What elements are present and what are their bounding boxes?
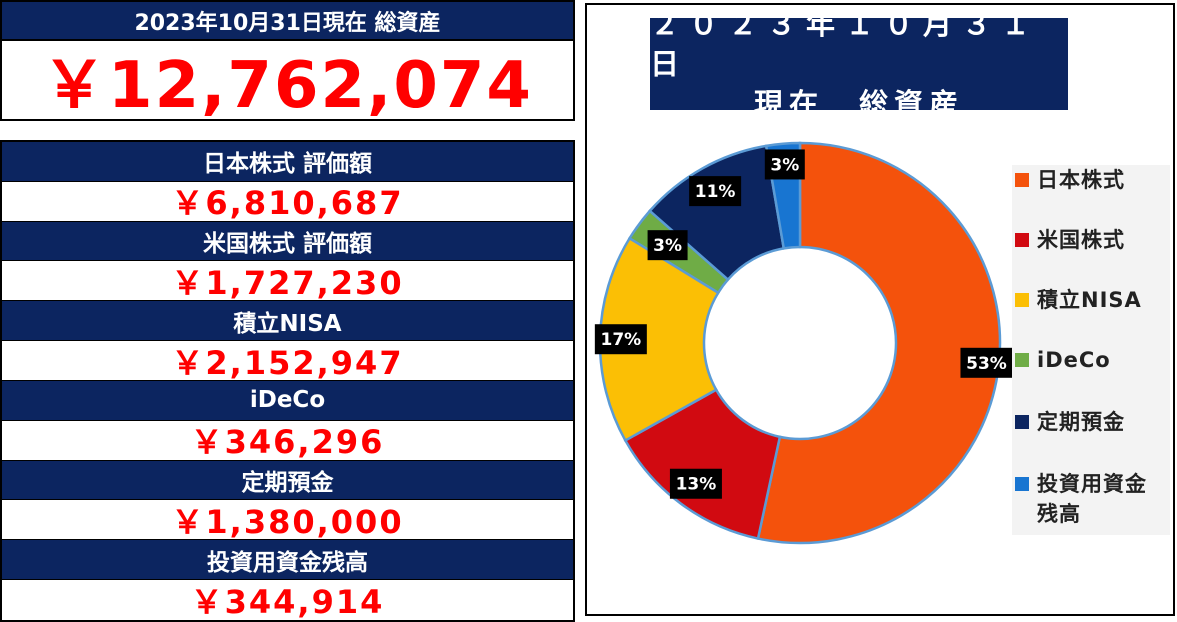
legend-item-nisa: 積立NISA xyxy=(1012,285,1162,315)
data-label-text-investment-cash: 3% xyxy=(770,155,799,175)
asset-value-investment-cash: ￥344,914 xyxy=(2,580,573,621)
asset-value-ideco: ￥346,296 xyxy=(2,420,573,461)
asset-label-us-stock: 米国株式 評価額 xyxy=(2,221,573,262)
data-label-japan-stock: 53% xyxy=(960,347,1013,378)
chart-title: ２０２３年１０月３１日 現在 総資産 xyxy=(650,7,1068,121)
data-label-investment-cash: 3% xyxy=(764,149,805,180)
asset-label-nisa: 積立NISA xyxy=(2,301,573,342)
chart-title-line1: ２０２３年１０月３１日 xyxy=(650,7,1041,81)
total-assets-box: 2023年10月31日現在 総資産 ￥12,762,074 xyxy=(0,0,575,123)
legend-swatch-ideco xyxy=(1015,353,1029,367)
data-label-box-ideco xyxy=(647,230,688,261)
legend-item-investment-cash: 投資用資金残高 xyxy=(1012,469,1162,529)
data-label-box-time-deposit xyxy=(689,176,742,207)
legend-item-ideco: iDeCo xyxy=(1012,345,1162,375)
data-label-us-stock: 13% xyxy=(669,468,722,499)
asset-value-nisa: ￥2,152,947 xyxy=(2,341,573,382)
legend-swatch-time-deposit xyxy=(1015,415,1029,429)
donut-chart: 53% 13% 17% 3% 11% 3% xyxy=(594,141,1013,545)
donut-slice-japan-stock xyxy=(756,141,1002,545)
asset-label-investment-cash: 投資用資金残高 xyxy=(2,540,573,581)
data-label-text-us-stock: 13% xyxy=(676,475,717,495)
legend-label-ideco: iDeCo xyxy=(1037,348,1111,372)
legend-label-us-stock: 米国株式 xyxy=(1037,228,1125,252)
data-label-box-us-stock xyxy=(669,468,722,499)
legend-swatch-nisa xyxy=(1015,293,1029,307)
data-label-ideco: 3% xyxy=(647,230,688,261)
legend-label-nisa: 積立NISA xyxy=(1037,288,1142,312)
legend-swatch-investment-cash xyxy=(1015,477,1029,491)
data-label-box-investment-cash xyxy=(764,149,805,180)
legend-label-time-deposit: 定期預金 xyxy=(1037,410,1125,434)
chart-legend: 日本株式 米国株式 積立NISA iDeCo 定期預金 投資用資金残高 xyxy=(1012,165,1170,535)
legend-swatch-us-stock xyxy=(1015,233,1029,247)
data-label-text-ideco: 3% xyxy=(653,236,682,256)
legend-item-time-deposit: 定期預金 xyxy=(1012,407,1162,437)
asset-label-time-deposit: 定期預金 xyxy=(2,460,573,501)
data-label-text-nisa: 17% xyxy=(600,330,641,350)
data-label-text-time-deposit: 11% xyxy=(695,182,736,202)
asset-value-japan-stock: ￥6,810,687 xyxy=(2,181,573,222)
data-label-nisa: 17% xyxy=(594,324,647,355)
donut-slice-us-stock xyxy=(623,388,782,541)
data-label-box-nisa xyxy=(594,324,647,355)
legend-label-investment-cash: 投資用資金残高 xyxy=(1037,472,1147,526)
asset-value-us-stock: ￥1,727,230 xyxy=(2,261,573,302)
legend-item-japan-stock: 日本株式 xyxy=(1012,165,1162,195)
data-label-text-japan-stock: 53% xyxy=(966,354,1007,374)
asset-label-ideco: iDeCo xyxy=(2,381,573,421)
legend-label-japan-stock: 日本株式 xyxy=(1037,168,1125,192)
total-assets-value: ￥12,762,074 xyxy=(2,41,573,123)
asset-label-japan-stock: 日本株式 評価額 xyxy=(2,142,573,182)
total-assets-header: 2023年10月31日現在 総資産 xyxy=(2,2,573,41)
legend-item-us-stock: 米国株式 xyxy=(1012,225,1162,255)
data-label-time-deposit: 11% xyxy=(689,176,742,207)
legend-swatch-japan-stock xyxy=(1015,173,1029,187)
donut-slice-nisa xyxy=(598,236,720,443)
asset-list: 日本株式 評価額 ￥6,810,687 米国株式 評価額 ￥1,727,230 … xyxy=(0,140,575,622)
chart-title-line2: 現在 総資産 xyxy=(753,87,964,121)
asset-value-time-deposit: ￥1,380,000 xyxy=(2,500,573,541)
data-label-box-japan-stock xyxy=(960,347,1013,378)
chart-panel: ２０２３年１０月３１日 現在 総資産 53% 13% 17% 3% 11% 3% 日本株式… xyxy=(585,3,1175,616)
